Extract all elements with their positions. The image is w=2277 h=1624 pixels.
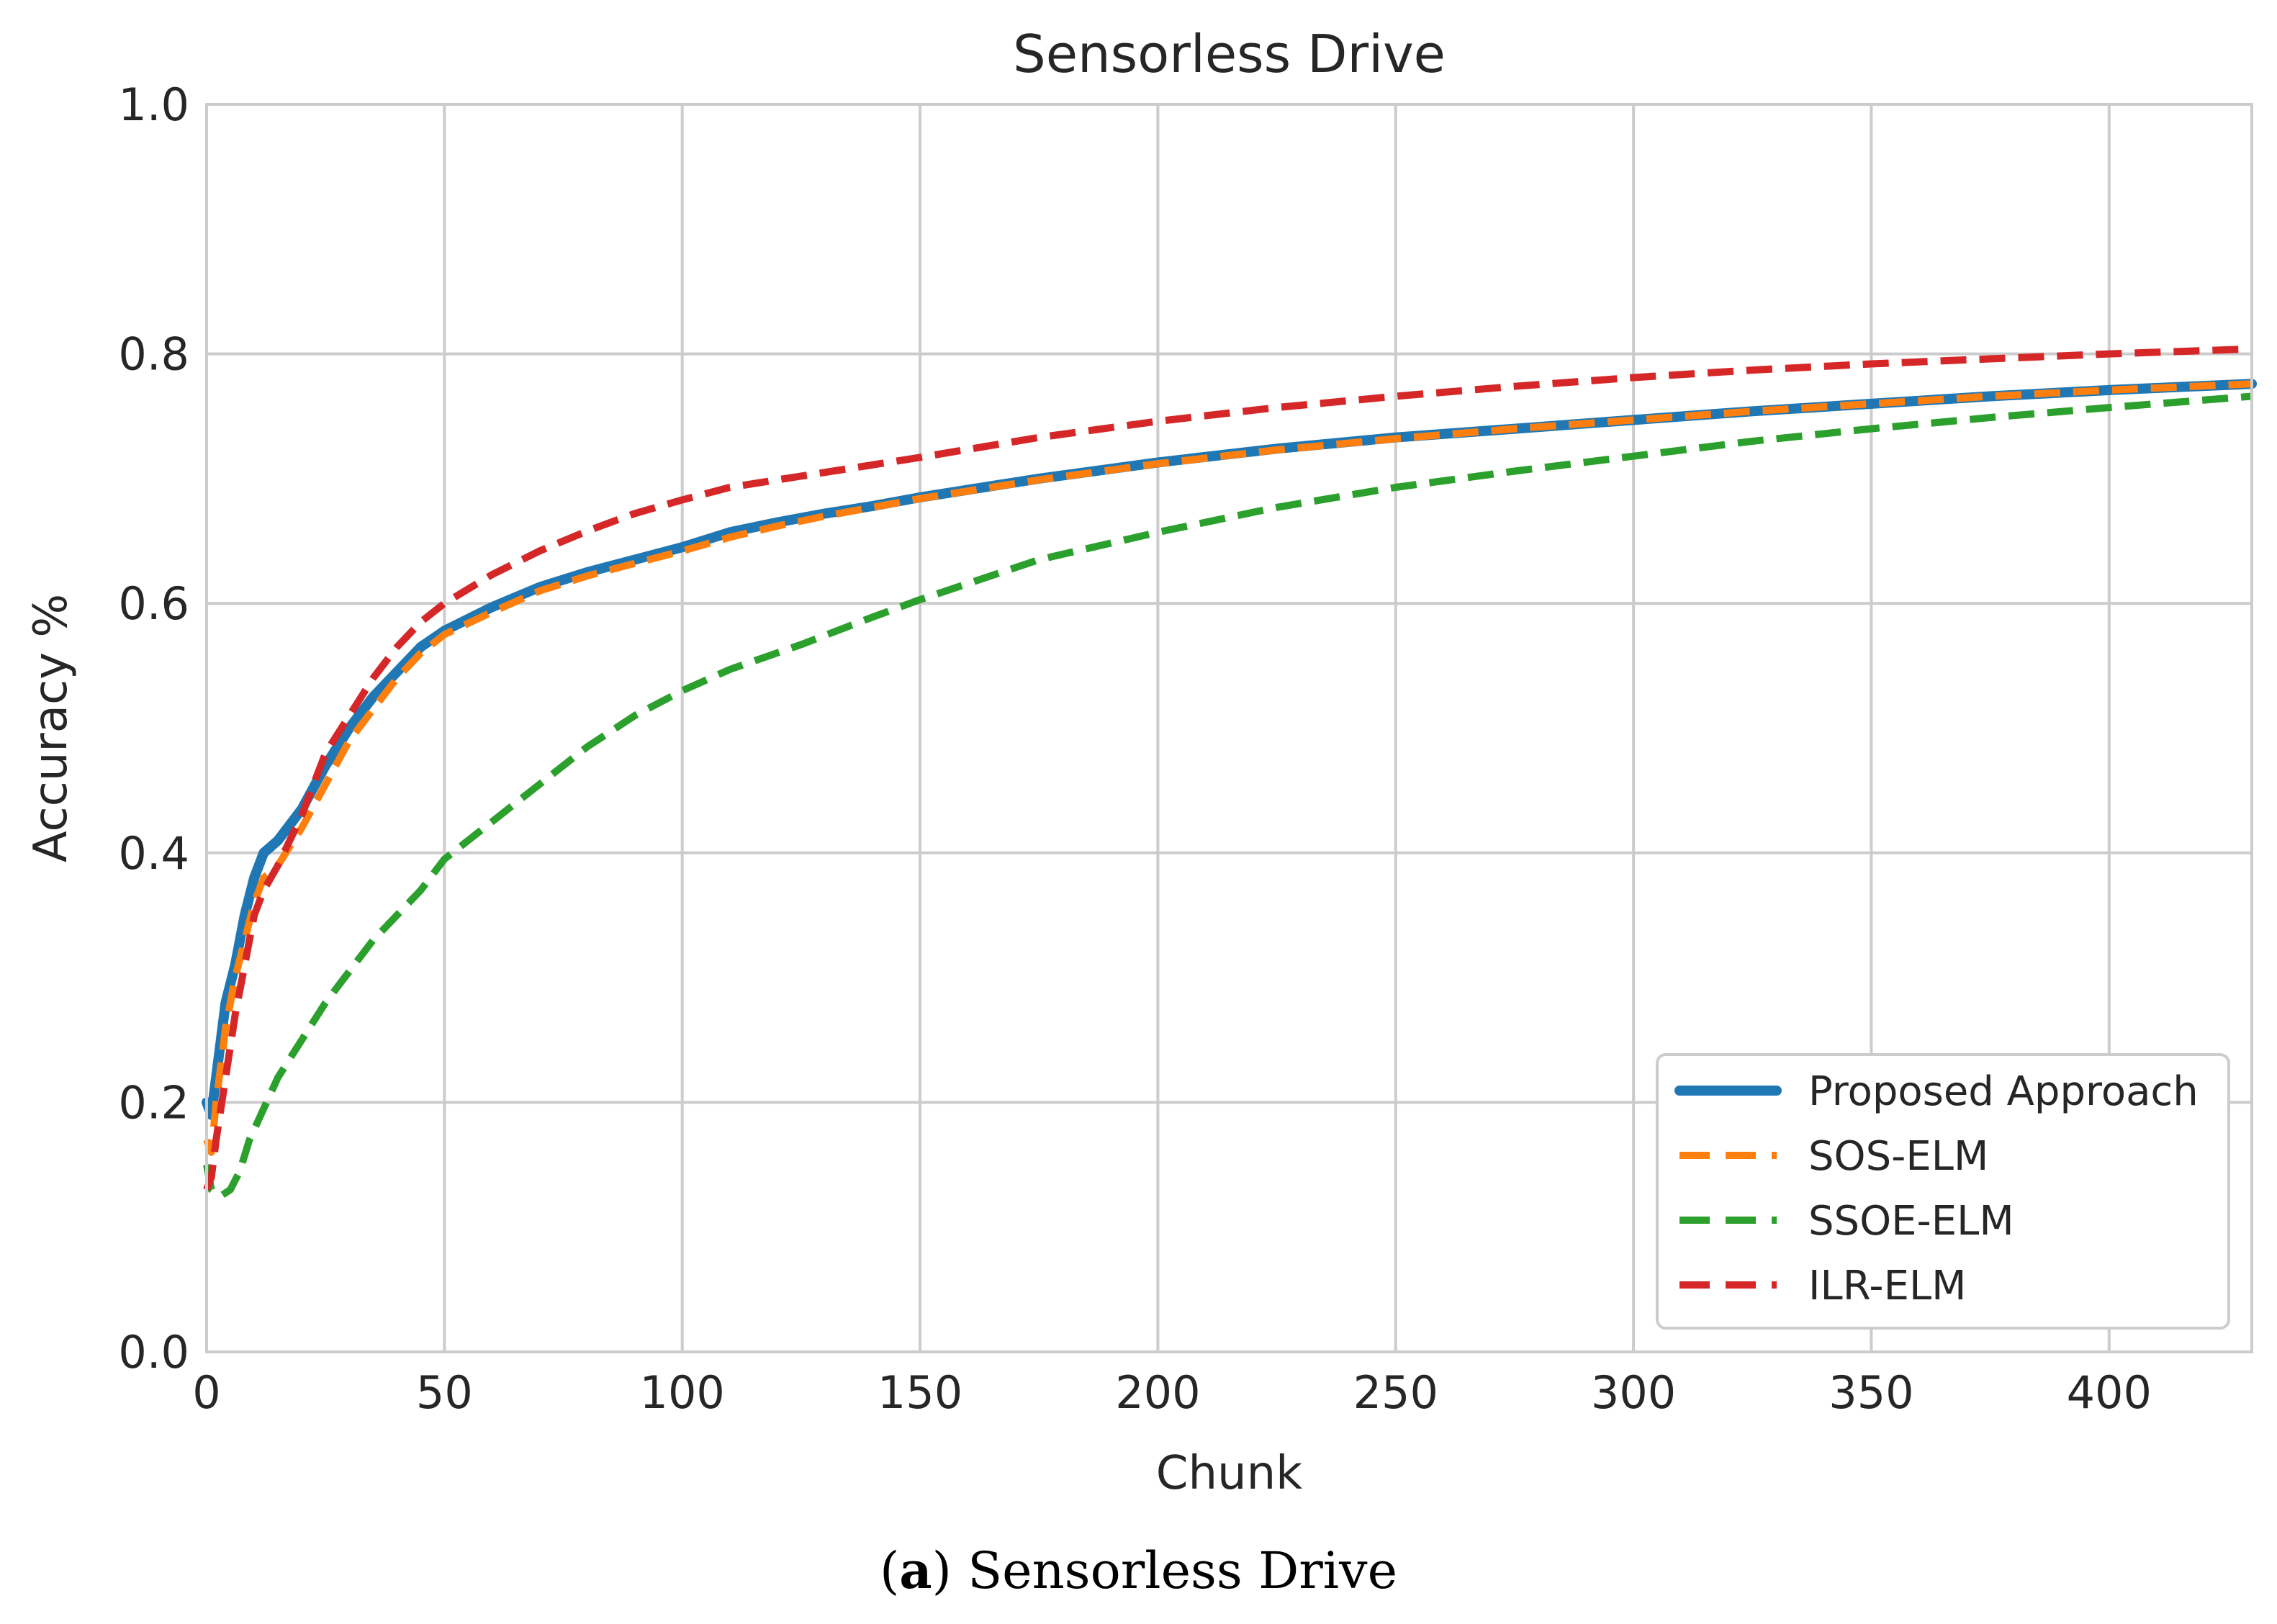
x-tick-labels: 0 50 100 150 200 250 300 350 400 xyxy=(192,1366,2152,1419)
y-axis-label: Accuracy % xyxy=(24,594,78,862)
x-axis-label: Chunk xyxy=(1156,1447,1302,1500)
legend-label: Proposed Approach xyxy=(1808,1068,2199,1115)
y-tick-label: 1.0 xyxy=(118,78,189,131)
series-line-sos-elm xyxy=(203,380,2253,1156)
y-tick-label: 0.8 xyxy=(118,328,189,381)
y-tick-labels: 0.0 0.2 0.4 0.6 0.8 1.0 xyxy=(118,78,189,1379)
legend-box xyxy=(1656,1053,2230,1330)
chart-title: Sensorless Drive xyxy=(1013,24,1446,84)
legend-label: SSOE-ELM xyxy=(1808,1198,2014,1245)
series-line-ilr-elm xyxy=(203,345,2253,1191)
x-tick-label: 200 xyxy=(1115,1366,1200,1419)
caption-label: a xyxy=(899,1540,932,1600)
figure-caption: (a) Sensorless Drive xyxy=(879,1540,1398,1600)
x-tick-label: 350 xyxy=(1829,1366,1913,1419)
legend-label: ILR-ELM xyxy=(1808,1263,1966,1309)
x-tick-label: 300 xyxy=(1591,1366,1676,1419)
legend-label: SOS-ELM xyxy=(1808,1133,1988,1180)
y-tick-label: 0.6 xyxy=(118,577,189,630)
y-tick-label: 0.0 xyxy=(118,1326,189,1379)
series-line-ssoe-elm xyxy=(203,392,2253,1200)
y-tick-label: 0.4 xyxy=(118,827,189,880)
plot-frame xyxy=(205,103,2253,1353)
x-tick-label: 250 xyxy=(1353,1366,1438,1419)
x-tick-label: 0 xyxy=(192,1366,220,1419)
y-tick-label: 0.2 xyxy=(118,1076,189,1129)
caption-text: Sensorless Drive xyxy=(968,1541,1398,1600)
series-line-proposed-approach xyxy=(202,379,2257,1120)
series-layer xyxy=(202,345,2257,1200)
legend: Proposed Approach SOS-ELM SSOE-ELM ILR-ELM xyxy=(1656,1053,2230,1330)
x-tick-label: 50 xyxy=(416,1366,473,1419)
x-tick-label: 100 xyxy=(640,1366,725,1419)
x-tick-label: 150 xyxy=(878,1366,962,1419)
x-tick-label: 400 xyxy=(2067,1366,2152,1419)
